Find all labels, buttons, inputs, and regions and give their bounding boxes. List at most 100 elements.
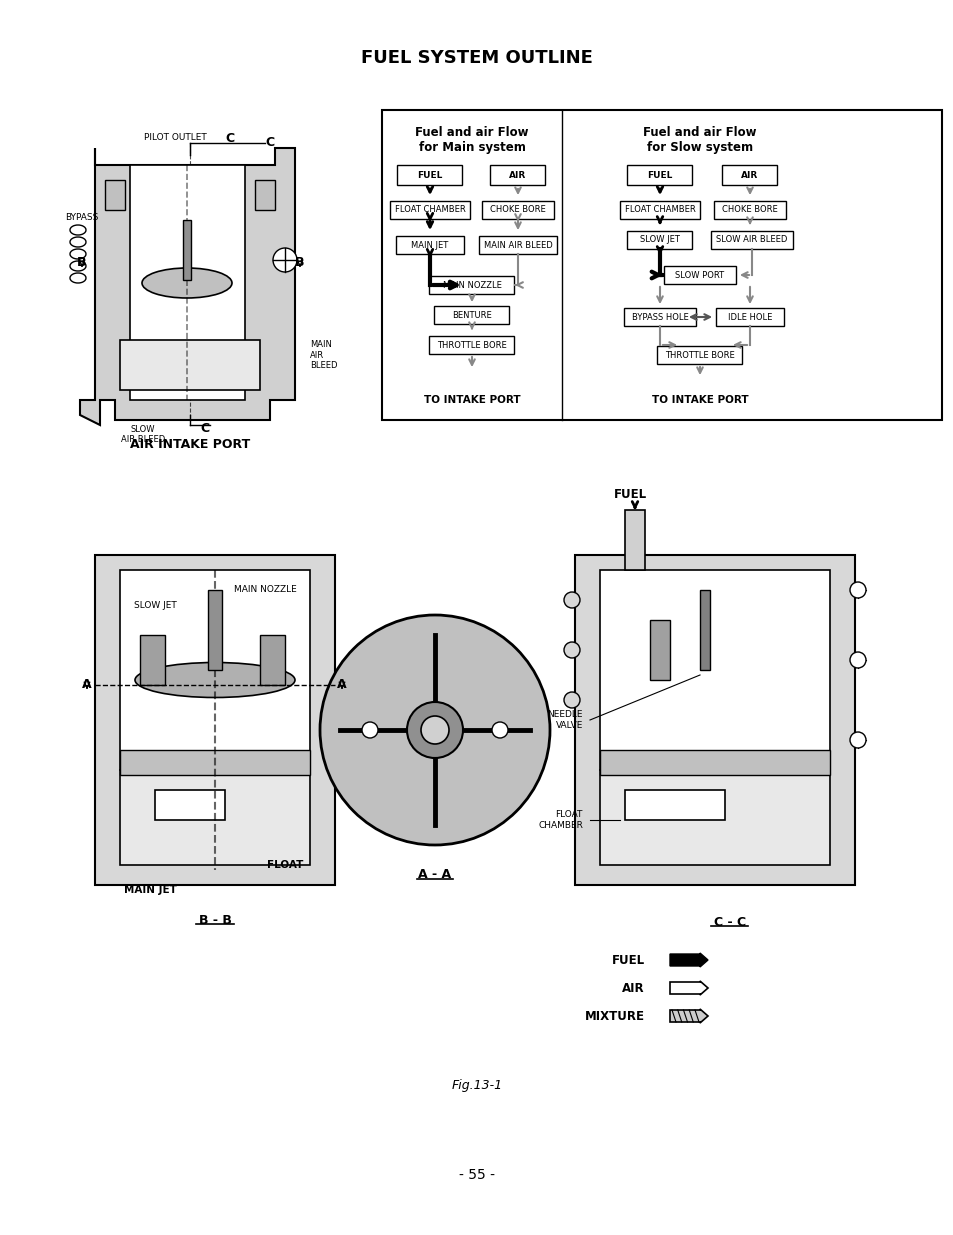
Bar [381,110,941,420]
Circle shape [849,582,865,598]
Text: - 55 -: - 55 - [458,1168,495,1182]
Text: IDLE HOLE: IDLE HOLE [727,312,771,321]
Bar [721,165,777,185]
Bar [599,750,829,776]
Text: TO INTAKE PORT: TO INTAKE PORT [423,395,519,405]
Text: FUEL: FUEL [613,489,646,501]
Text: Fuel and air Flow: Fuel and air Flow [642,126,756,138]
FancyArrow shape [669,953,707,967]
Circle shape [492,722,507,739]
Bar [434,306,509,324]
Bar [713,201,785,219]
Text: SLOW
AIR BLEED: SLOW AIR BLEED [121,425,165,445]
Bar [140,635,165,685]
Polygon shape [80,148,294,425]
Text: BENTURE: BENTURE [452,310,492,320]
FancyArrow shape [669,981,707,995]
Text: SLOW JET: SLOW JET [133,600,176,610]
Circle shape [563,642,579,658]
Text: B: B [77,257,87,269]
Text: MIXTURE: MIXTURE [584,1009,644,1023]
Text: AIR: AIR [740,170,758,179]
Bar [481,201,554,219]
Text: MAIN JET: MAIN JET [411,241,448,249]
Bar [208,590,222,671]
Text: C: C [265,137,274,149]
Text: BYPASS: BYPASS [65,214,98,222]
Text: FLOAT CHAMBER: FLOAT CHAMBER [395,205,465,215]
Bar [624,790,724,820]
Text: THROTTLE BORE: THROTTLE BORE [436,341,506,350]
Circle shape [563,592,579,608]
Bar [716,308,783,326]
Text: MAIN AIR BLEED: MAIN AIR BLEED [483,241,552,249]
Bar [624,510,644,571]
Bar [397,165,462,185]
Text: FUEL: FUEL [611,953,644,967]
Bar [390,201,470,219]
Bar [627,231,692,249]
Text: FLOAT: FLOAT [267,860,303,869]
Text: A: A [82,678,91,692]
Bar [599,571,829,769]
Bar [254,180,274,210]
Text: Fig.13-1: Fig.13-1 [451,1078,502,1092]
Circle shape [420,716,449,743]
Text: CHOKE BORE: CHOKE BORE [721,205,777,215]
Text: C: C [225,131,234,144]
Text: SLOW JET: SLOW JET [639,236,679,245]
Text: Fuel and air Flow: Fuel and air Flow [415,126,528,138]
Text: AIR: AIR [621,982,644,994]
Bar [710,231,792,249]
Text: PILOT OUTLET: PILOT OUTLET [144,133,206,142]
Text: FUEL SYSTEM OUTLINE: FUEL SYSTEM OUTLINE [360,49,593,67]
Bar [183,220,191,280]
Circle shape [849,652,865,668]
Bar [575,555,854,885]
Text: FLOAT CHAMBER: FLOAT CHAMBER [624,205,695,215]
Text: FUEL: FUEL [647,170,672,179]
Bar [478,236,557,254]
Text: MAIN NOZZLE: MAIN NOZZLE [233,585,296,594]
Text: SLOW PORT: SLOW PORT [675,270,723,279]
Text: SLOW AIR BLEED: SLOW AIR BLEED [716,236,787,245]
Bar [490,165,545,185]
Text: A - A: A - A [418,868,451,882]
Text: AIR: AIR [509,170,526,179]
Bar [395,236,463,254]
Text: FUEL: FUEL [416,170,442,179]
Text: MAIN NOZZLE: MAIN NOZZLE [442,280,501,289]
Bar [120,340,260,390]
Text: MAIN JET: MAIN JET [124,885,176,895]
Text: for Main system: for Main system [418,142,525,154]
Bar [663,266,735,284]
Bar [260,635,285,685]
Text: FLOAT
CHAMBER: FLOAT CHAMBER [537,810,582,830]
Text: NEEDLE
VALVE: NEEDLE VALVE [547,710,582,730]
Bar [657,346,741,364]
Circle shape [361,722,377,739]
Text: MAIN
AIR
BLEED: MAIN AIR BLEED [310,340,337,370]
Bar [649,620,669,680]
Bar [130,165,245,400]
Text: for Slow system: for Slow system [646,142,752,154]
Bar [627,165,692,185]
Text: BYPASS HOLE: BYPASS HOLE [631,312,688,321]
Text: B - B: B - B [198,914,232,926]
Bar [599,769,829,864]
Circle shape [407,701,462,758]
FancyArrow shape [669,1009,707,1023]
Circle shape [273,248,296,272]
Bar [154,790,225,820]
Text: CHOKE BORE: CHOKE BORE [490,205,545,215]
Text: AIR INTAKE PORT: AIR INTAKE PORT [130,438,250,452]
Text: C - C: C - C [713,915,745,929]
Bar [120,750,310,776]
Text: THROTTLE BORE: THROTTLE BORE [664,351,734,359]
Ellipse shape [135,662,294,698]
Ellipse shape [142,268,232,298]
Bar [120,571,310,769]
Text: A: A [336,678,347,692]
Circle shape [319,615,550,845]
Bar [120,769,310,864]
